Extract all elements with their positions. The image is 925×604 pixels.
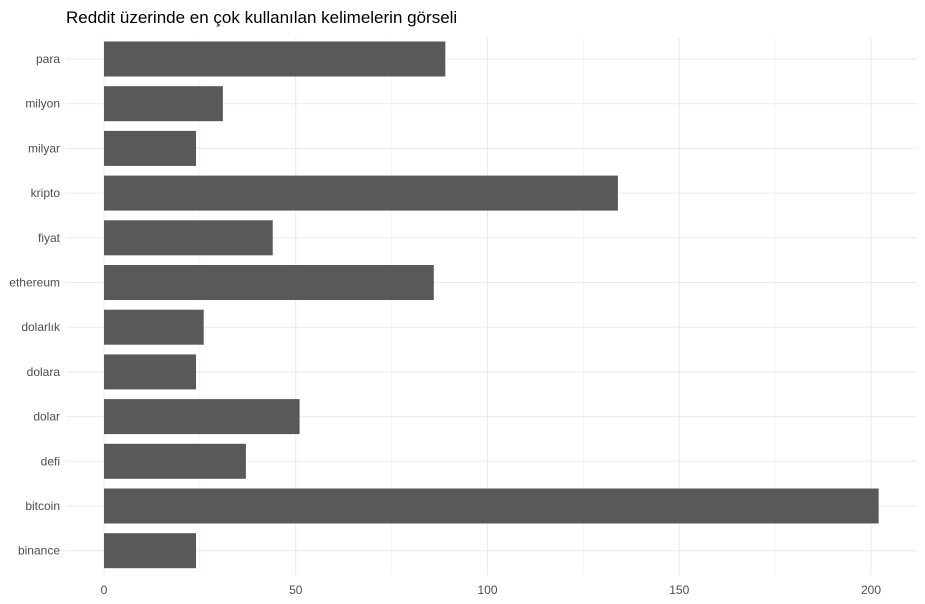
y-tick-label: para xyxy=(36,52,60,66)
y-tick-label: bitcoin xyxy=(25,499,60,513)
bar-bitcoin xyxy=(104,488,879,524)
y-tick-label: defi xyxy=(41,454,60,468)
x-tick-label: 0 xyxy=(101,583,108,597)
y-tick-label: kripto xyxy=(31,186,61,200)
y-axis-labels: para milyon milyar kripto fiyat ethereum dolar… xyxy=(9,52,61,558)
x-tick-label: 50 xyxy=(289,583,303,597)
y-tick-label: dolarlık xyxy=(21,320,61,334)
bar-milyon xyxy=(104,86,223,122)
bar-binance xyxy=(104,533,197,569)
y-tick-label: milyon xyxy=(25,97,60,111)
bar-para xyxy=(104,41,446,77)
x-tick-label: 100 xyxy=(477,583,497,597)
y-tick-label: dolar xyxy=(33,410,60,424)
chart-title: Reddit üzerinde en çok kullanılan kelime… xyxy=(66,8,457,27)
y-tick-label: fiyat xyxy=(38,231,61,245)
bars xyxy=(104,41,879,569)
y-tick-label: binance xyxy=(18,544,60,558)
bar-dolar xyxy=(104,399,300,435)
x-tick-label: 150 xyxy=(669,583,689,597)
bar-kripto xyxy=(104,175,618,211)
bar-ethereum xyxy=(104,265,434,300)
y-tick-label: ethereum xyxy=(9,276,60,290)
x-tick-label: 200 xyxy=(861,583,881,597)
bar-milyar xyxy=(104,130,197,166)
bar-dolarlık xyxy=(104,309,204,345)
bar-defi xyxy=(104,443,246,479)
bar-fiyat xyxy=(104,220,273,256)
x-axis-labels: 0 50 100 150 200 xyxy=(101,583,882,597)
bar-dolara xyxy=(104,354,197,390)
y-tick-label: dolara xyxy=(27,365,61,379)
y-tick-label: milyar xyxy=(28,141,60,155)
